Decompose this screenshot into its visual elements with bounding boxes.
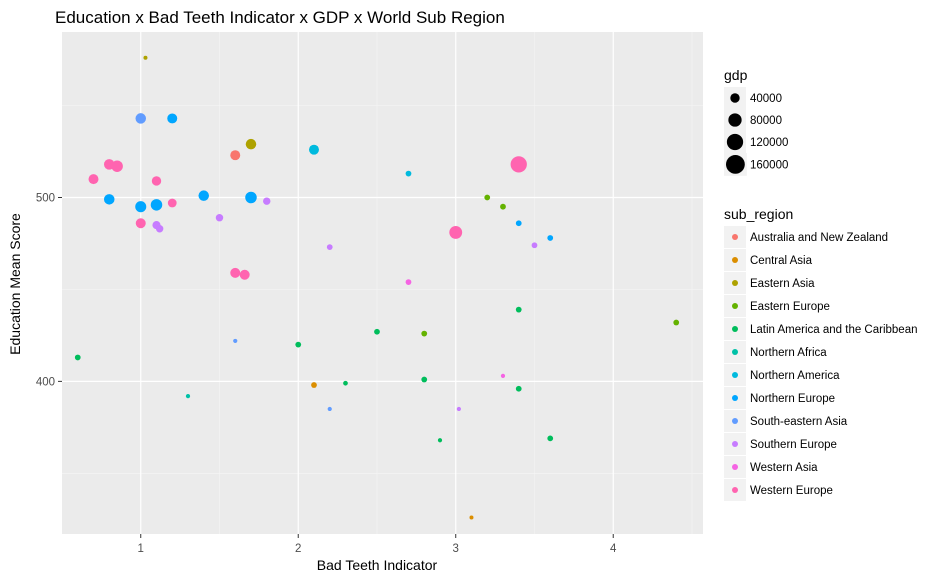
data-point	[515, 306, 522, 313]
x-axis-title: Bad Teeth Indicator	[317, 557, 438, 573]
color-legend-label: Western Europe	[750, 485, 833, 497]
data-point	[405, 279, 412, 285]
size-legend-symbol	[726, 155, 745, 174]
color-legend-swatch	[732, 257, 738, 263]
size-legend-symbol	[728, 113, 742, 127]
data-point	[167, 198, 177, 208]
data-point	[326, 244, 333, 251]
color-legend-swatch	[732, 303, 738, 309]
data-point	[215, 214, 224, 222]
data-point	[531, 242, 538, 249]
data-point	[311, 382, 317, 388]
color-legend-swatch	[732, 487, 738, 493]
size-legend-symbol	[730, 93, 740, 103]
data-point	[327, 406, 332, 412]
color-legend-label: Northern Europe	[750, 393, 835, 405]
data-point	[547, 435, 554, 442]
data-point	[151, 176, 162, 186]
color-legend-title: sub_region	[724, 206, 793, 222]
data-point	[421, 330, 428, 337]
color-legend-label: Western Asia	[750, 462, 818, 474]
color-legend-swatch	[732, 326, 738, 332]
color-legend: sub_region Australia and New Zealand Cent…	[724, 206, 918, 501]
data-points	[74, 55, 680, 520]
data-point	[500, 203, 506, 210]
data-point	[547, 235, 554, 241]
data-point	[245, 191, 257, 204]
data-point	[143, 55, 148, 60]
data-point	[74, 354, 81, 361]
color-legend-swatch	[732, 464, 738, 470]
data-point	[103, 194, 115, 205]
data-point	[103, 159, 115, 170]
size-legend-label: 40000	[750, 93, 782, 105]
x-tick-label: 2	[295, 543, 301, 555]
color-legend-swatch	[732, 418, 738, 424]
data-point	[405, 170, 412, 177]
y-tick-label: 400	[36, 376, 55, 388]
data-point	[515, 220, 522, 227]
data-point	[135, 113, 147, 124]
data-point	[263, 197, 271, 205]
data-point	[198, 190, 209, 201]
color-legend-label: Eastern Asia	[750, 278, 815, 290]
color-legend-swatch	[732, 280, 738, 286]
x-tick-label: 1	[138, 543, 144, 555]
data-point	[500, 373, 506, 378]
data-point	[374, 328, 380, 335]
color-legend-swatch	[732, 441, 738, 447]
x-tick-label: 4	[610, 543, 617, 555]
x-tick-label: 3	[453, 543, 459, 555]
color-legend-label: South-eastern Asia	[750, 416, 848, 428]
axis-ticks: 1 2 3 4 400 500	[36, 192, 617, 555]
data-point	[343, 380, 348, 386]
data-point	[167, 113, 178, 124]
data-point	[135, 218, 146, 229]
color-legend-label: Central Asia	[750, 255, 813, 267]
plot-background	[62, 32, 703, 534]
data-point	[449, 225, 463, 239]
data-point	[135, 201, 147, 213]
size-legend-title: gdp	[724, 67, 748, 83]
data-point	[230, 267, 241, 278]
data-point	[88, 174, 99, 185]
data-point	[515, 385, 522, 392]
data-point	[421, 376, 428, 383]
chart-title: Education x Bad Teeth Indicator x GDP x …	[55, 8, 505, 27]
data-point	[295, 341, 302, 348]
data-point	[230, 150, 241, 161]
color-legend-swatch	[732, 234, 738, 240]
size-legend-label: 80000	[750, 115, 782, 127]
data-point	[239, 269, 250, 280]
data-point	[309, 144, 319, 155]
size-legend-symbol	[726, 133, 744, 151]
color-legend-label: Northern Africa	[750, 347, 827, 359]
color-legend-swatch	[732, 395, 738, 401]
y-tick-label: 500	[36, 192, 55, 204]
data-point	[150, 199, 163, 211]
y-axis-title: Education Mean Score	[7, 213, 23, 355]
data-point	[155, 225, 164, 233]
data-point	[510, 156, 527, 173]
data-point	[233, 338, 238, 344]
color-legend-label: Australia and New Zealand	[750, 232, 888, 244]
data-point	[469, 515, 474, 520]
color-legend-label: Latin America and the Caribbean	[750, 324, 918, 336]
data-point	[484, 194, 491, 201]
data-point	[245, 138, 257, 150]
size-legend: gdp 40000 80000 120000 160000	[724, 67, 788, 176]
plot-panel	[62, 32, 703, 534]
color-legend-swatch	[732, 349, 738, 355]
size-legend-label: 160000	[750, 159, 788, 171]
color-legend-swatch	[732, 372, 738, 378]
data-point	[437, 438, 443, 443]
size-legend-label: 120000	[750, 137, 788, 149]
data-point	[673, 319, 680, 326]
color-legend-label: Eastern Europe	[750, 301, 830, 313]
color-legend-label: Southern Europe	[750, 439, 837, 451]
data-point	[185, 393, 191, 399]
data-point	[456, 406, 461, 412]
color-legend-label: Northern America	[750, 370, 840, 382]
